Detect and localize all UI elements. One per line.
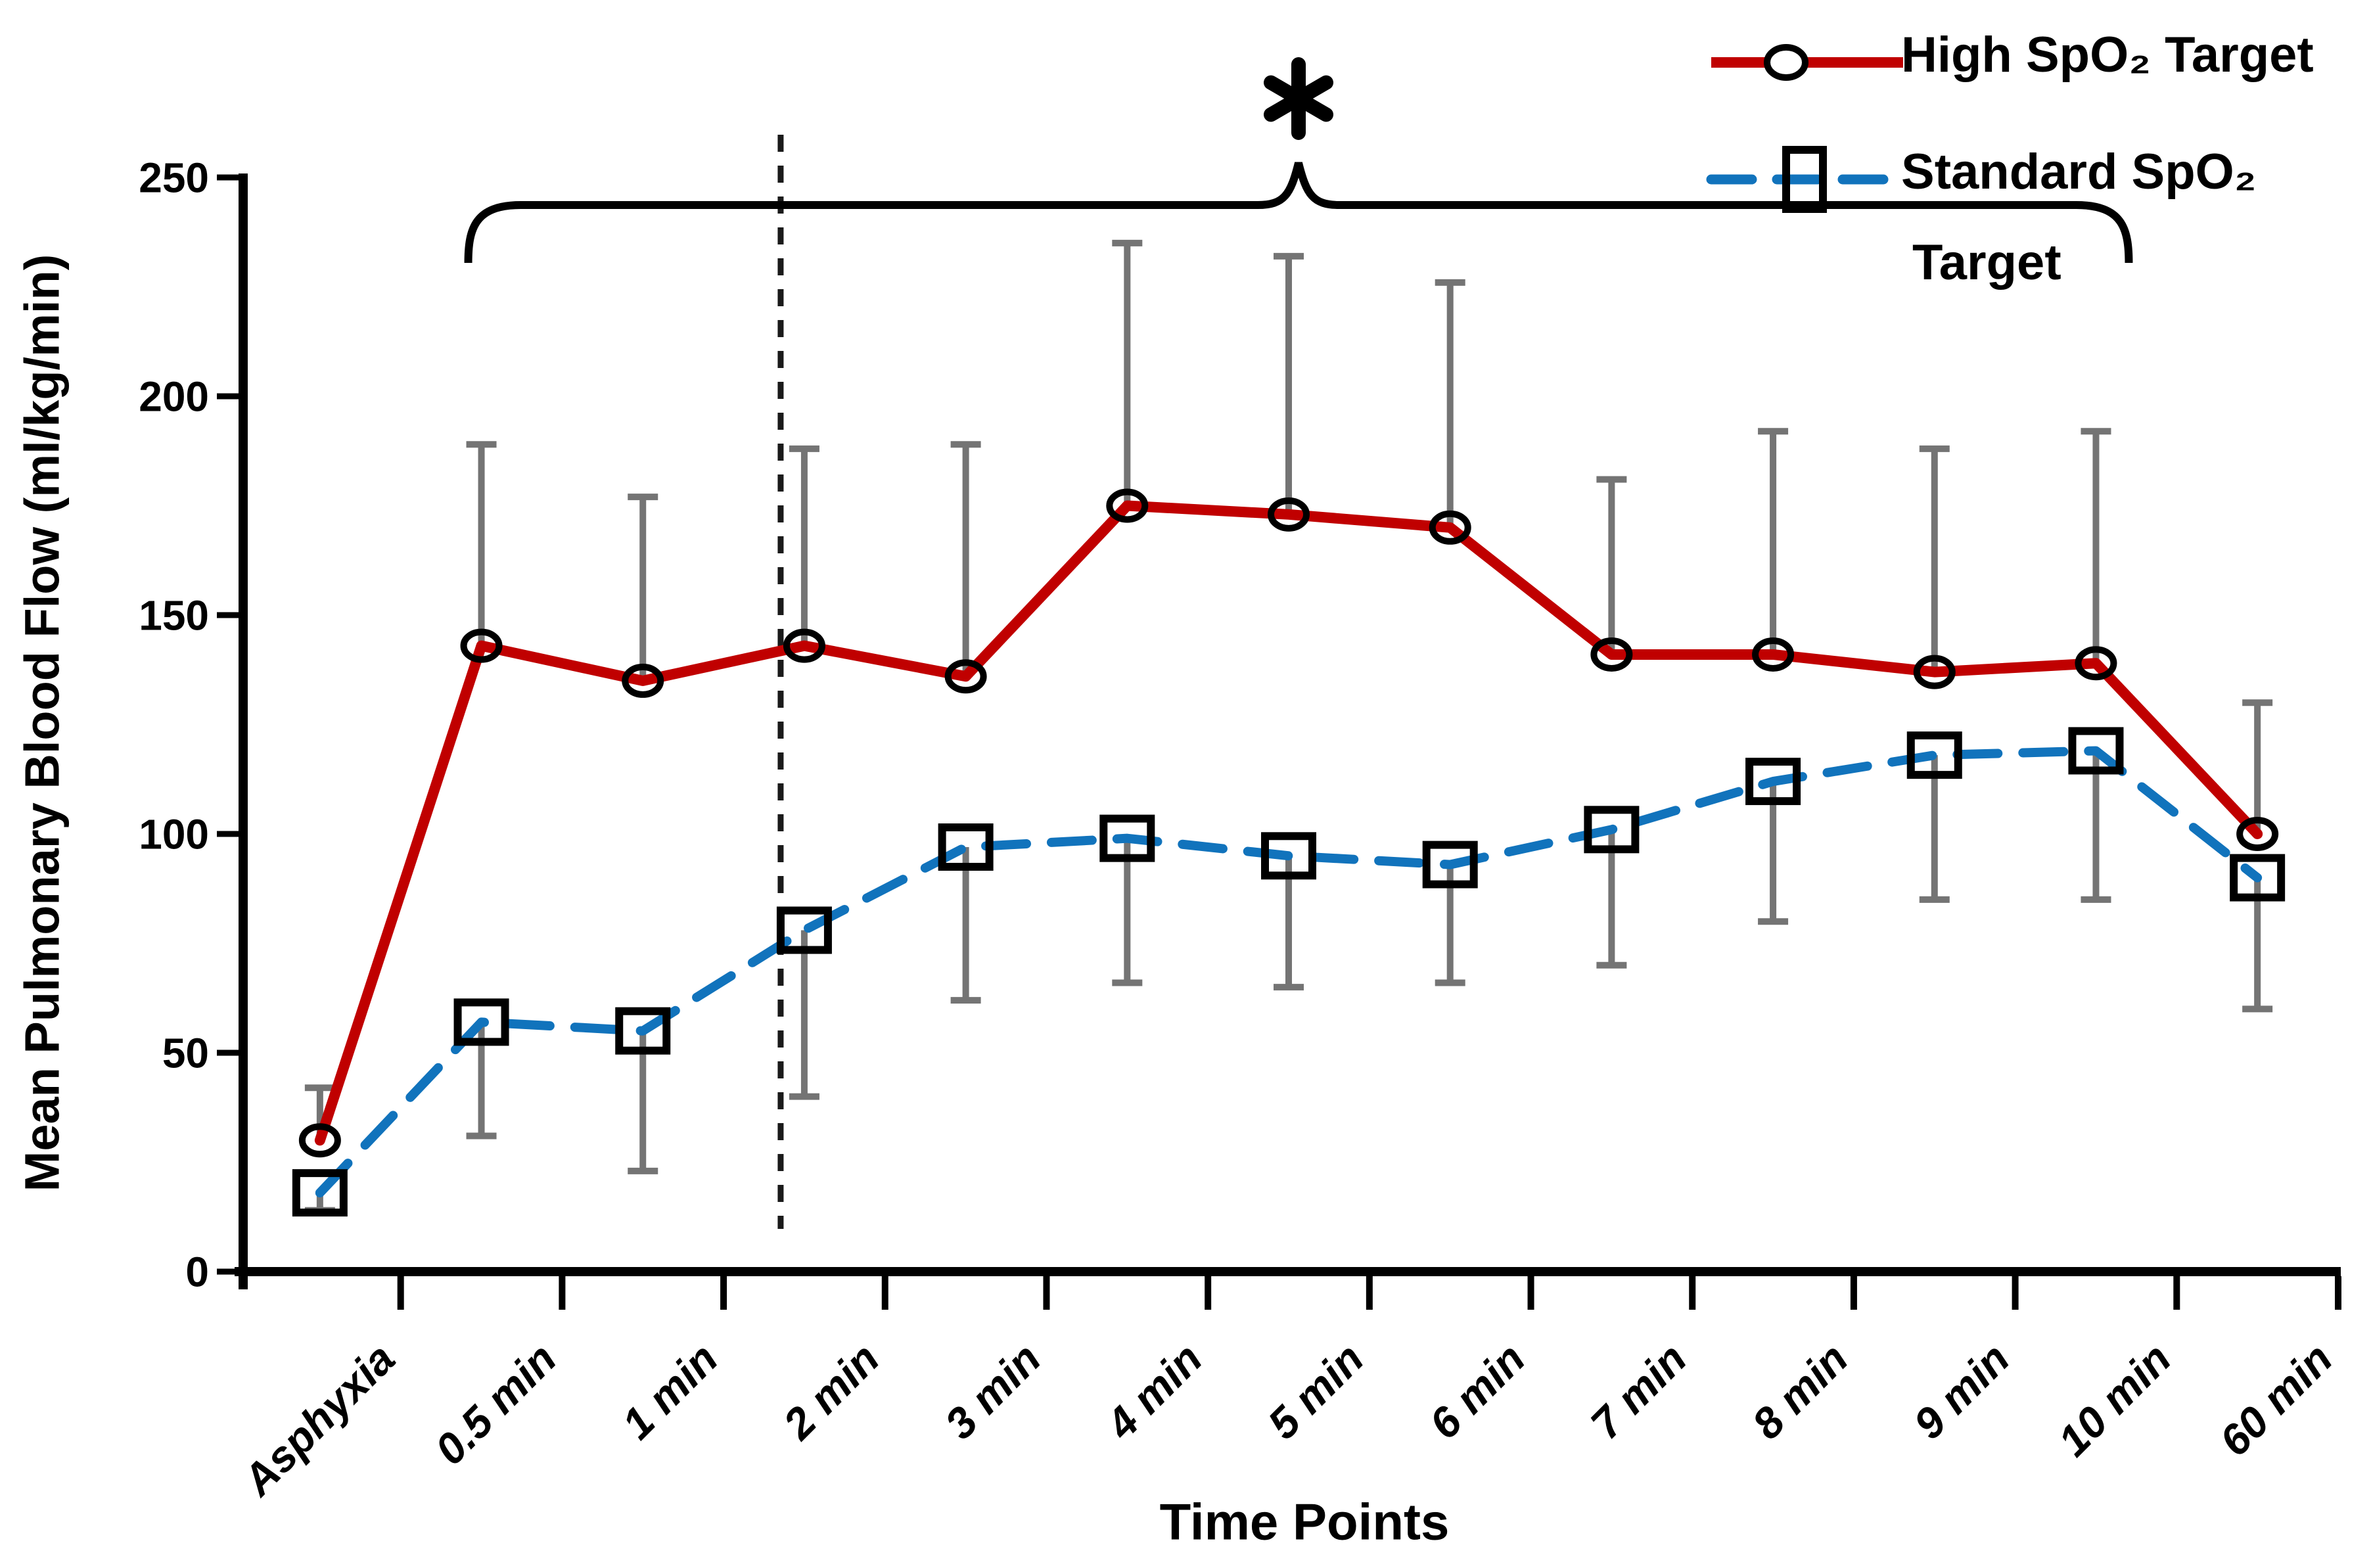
series-high-spo2-line <box>314 500 2263 1146</box>
legend-sample-standard <box>1706 146 1908 213</box>
significance-asterisk-icon <box>1264 57 1333 140</box>
series-standard-spo2-line <box>315 746 2263 1198</box>
data-marker-square <box>776 906 832 954</box>
data-marker-circle <box>2236 817 2279 851</box>
data-marker-square <box>1261 832 1316 880</box>
data-marker-circle <box>1106 488 1149 523</box>
x-category-label: 9 min <box>1904 1334 2018 1448</box>
error-bars-standard <box>304 750 2273 1214</box>
x-category-label: 1 min <box>612 1334 727 1448</box>
data-marker-circle <box>2075 646 2117 681</box>
x-category-label: 10 min <box>2048 1334 2180 1465</box>
data-marker-circle <box>1752 637 1795 672</box>
x-category-label: 7 min <box>1581 1334 1695 1448</box>
data-marker-square <box>1906 731 1962 779</box>
legend-label-high: High SpO₂ Target <box>1901 27 2314 83</box>
y-tick-label: 250 <box>139 154 209 201</box>
y-tick-label: 200 <box>139 373 209 420</box>
x-axis-title: Time Points <box>1159 1492 1450 1551</box>
x-category-label: 4 min <box>1096 1334 1212 1450</box>
data-marker-square <box>2230 854 2286 902</box>
data-marker-circle <box>1429 510 1471 545</box>
data-marker-square <box>453 998 509 1046</box>
data-marker-circle <box>298 1123 341 1158</box>
legend-circle-marker-icon <box>1764 44 1808 81</box>
data-marker-square <box>1745 758 1801 806</box>
standard-series-markers <box>292 727 2286 1217</box>
data-marker-square <box>615 1007 671 1055</box>
y-tick-label: 150 <box>139 591 209 639</box>
data-marker-circle <box>460 628 503 663</box>
data-marker-square <box>292 1169 348 1217</box>
error-bars-high <box>304 239 2273 1141</box>
x-category-label: 0.5 min <box>425 1334 565 1474</box>
data-marker-circle <box>622 663 664 698</box>
y-tick-label: 100 <box>139 810 209 858</box>
data-marker-square <box>2068 727 2124 775</box>
data-marker-square <box>1584 806 1640 854</box>
legend-label-standard-line1: Standard SpO₂ <box>1901 144 2257 200</box>
data-marker-circle <box>944 659 987 694</box>
x-category-label: 2 min <box>773 1334 888 1450</box>
asterisk-stroke <box>1264 75 1333 122</box>
data-marker-circle <box>1913 655 1956 689</box>
data-marker-square <box>938 823 994 871</box>
legend-square-marker-icon <box>1782 146 1827 213</box>
legend-sample-high <box>1711 44 1903 81</box>
data-marker-square <box>1099 814 1155 862</box>
legend-label-standard-line2: Target <box>1912 235 2061 290</box>
data-marker-circle <box>1268 497 1310 532</box>
data-marker-circle <box>1590 637 1633 672</box>
significance-bracket <box>464 162 2133 264</box>
x-category-label: 60 min <box>2210 1334 2341 1465</box>
x-category-label: 8 min <box>1743 1334 1857 1448</box>
high-series-markers <box>298 488 2279 1158</box>
data-marker-square <box>1422 841 1478 888</box>
y-axis-title: Mean Pulmonary Blood Flow (ml/kg/min) <box>14 254 70 1192</box>
y-tick-label: 0 <box>185 1248 209 1295</box>
x-category-label: Asphyxia <box>232 1334 403 1506</box>
data-marker-circle <box>783 628 825 663</box>
y-tick-label: 50 <box>162 1029 209 1076</box>
x-category-label: 6 min <box>1419 1334 1534 1448</box>
x-category-label: 3 min <box>935 1334 1049 1448</box>
x-category-label: 5 min <box>1258 1334 1373 1448</box>
